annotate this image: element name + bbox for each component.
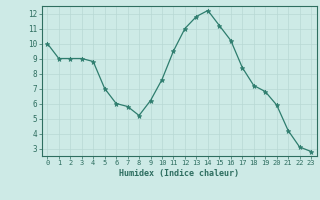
- X-axis label: Humidex (Indice chaleur): Humidex (Indice chaleur): [119, 169, 239, 178]
